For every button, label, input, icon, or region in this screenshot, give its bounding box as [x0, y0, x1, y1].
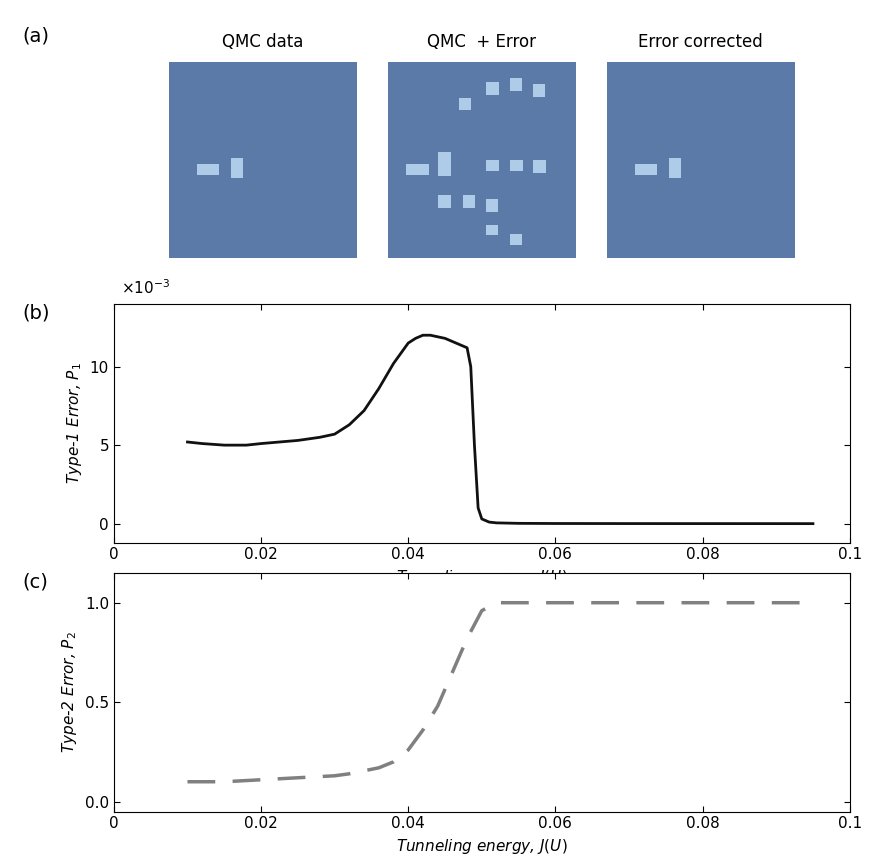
- Text: (a): (a): [22, 26, 49, 45]
- Bar: [533, 160, 546, 173]
- Bar: [197, 164, 220, 174]
- Bar: [485, 225, 498, 235]
- Text: Error corrected: Error corrected: [639, 33, 763, 51]
- Bar: [230, 158, 243, 178]
- Bar: [485, 160, 498, 171]
- Bar: [439, 195, 451, 208]
- Bar: [459, 97, 471, 110]
- Bar: [668, 158, 681, 178]
- Bar: [439, 153, 451, 175]
- Bar: [635, 164, 658, 174]
- Text: $\times 10^{-3}$: $\times 10^{-3}$: [121, 278, 171, 297]
- Bar: [485, 200, 498, 212]
- Bar: [533, 84, 545, 96]
- Bar: [406, 164, 429, 174]
- Bar: [510, 78, 522, 91]
- Bar: [510, 160, 523, 171]
- Bar: [485, 82, 498, 95]
- Text: QMC data: QMC data: [223, 33, 303, 51]
- X-axis label: Tunneling energy, $J(U)$: Tunneling energy, $J(U)$: [396, 837, 568, 856]
- X-axis label: Tunneling energy, $J(U)$: Tunneling energy, $J(U)$: [396, 568, 568, 587]
- Text: (b): (b): [22, 304, 49, 323]
- Text: (c): (c): [22, 573, 48, 592]
- Text: QMC  + Error: QMC + Error: [427, 33, 536, 51]
- Bar: [510, 234, 522, 245]
- Bar: [463, 195, 475, 208]
- Y-axis label: Type-2 Error, $P_2$: Type-2 Error, $P_2$: [60, 631, 80, 753]
- Y-axis label: Type-1 Error, $P_1$: Type-1 Error, $P_1$: [65, 362, 84, 484]
